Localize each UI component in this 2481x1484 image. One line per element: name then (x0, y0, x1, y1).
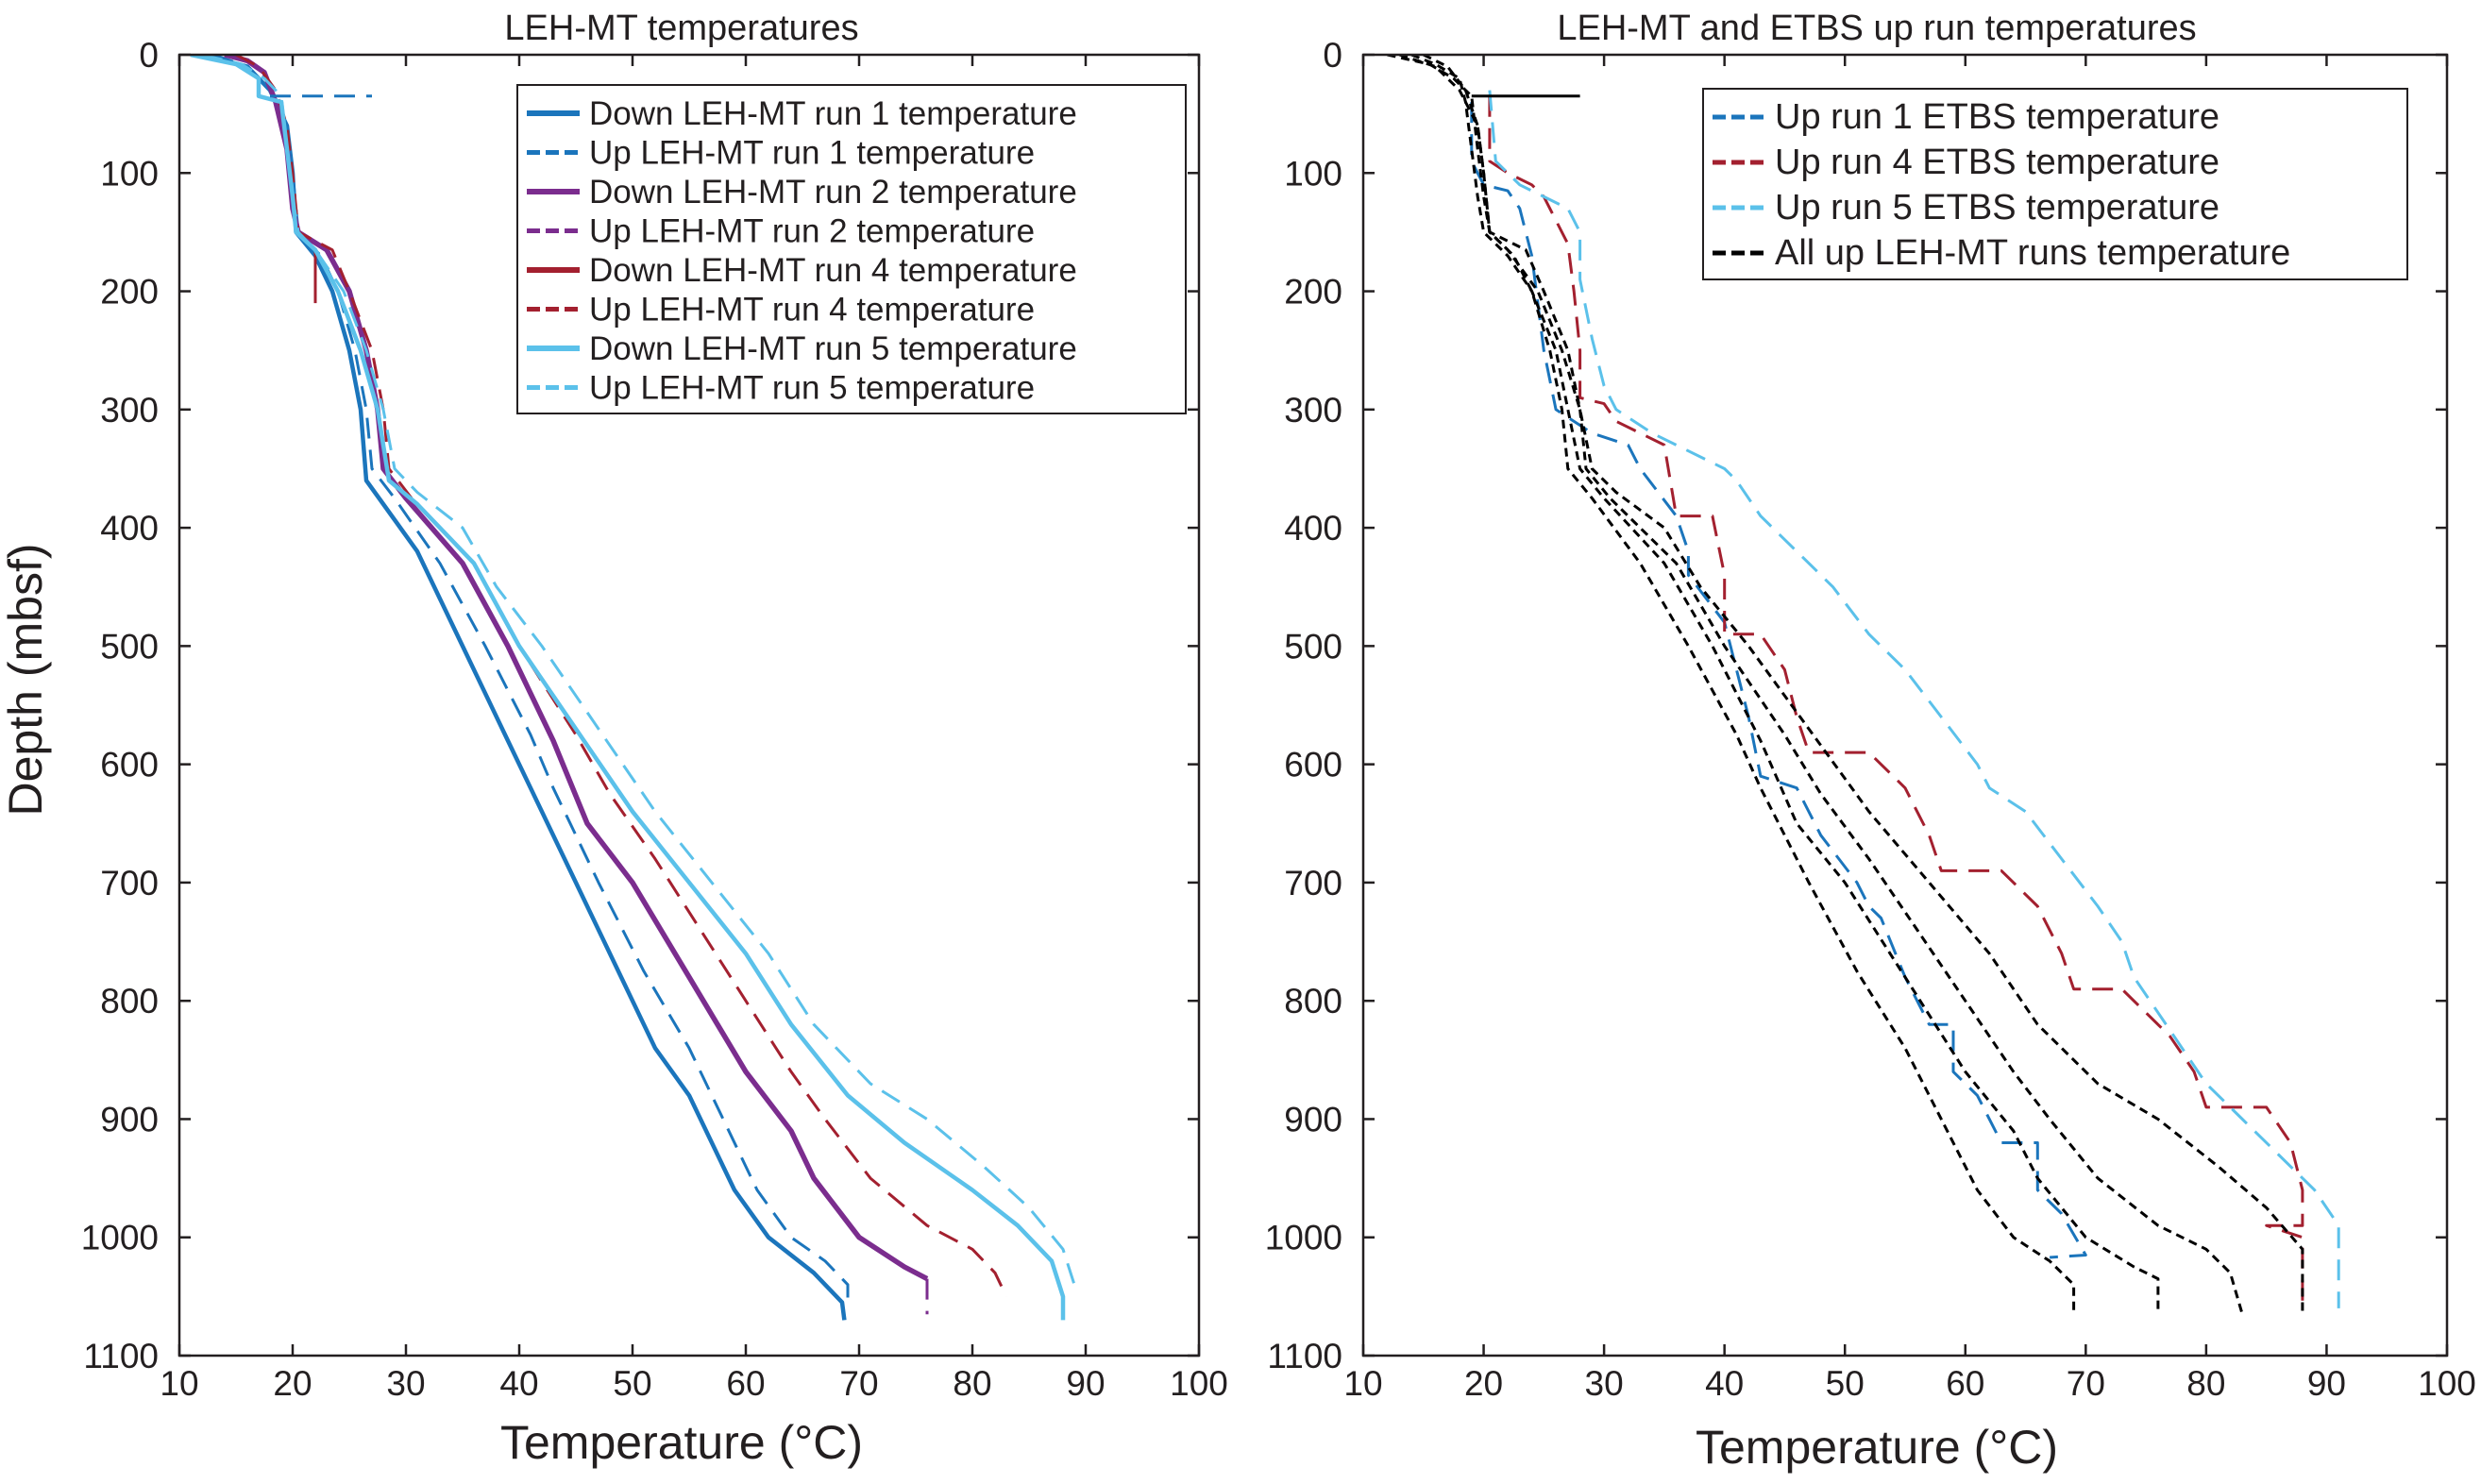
chart-right-x-tick-label-6: 70 (2067, 1364, 2105, 1403)
chart-right-x-tick-label-1: 20 (1464, 1364, 1503, 1403)
chart-left-x-tick-label-6: 70 (839, 1364, 878, 1403)
chart-right-legend-box (1702, 88, 2408, 280)
chart-left-x-tick-label-2: 30 (386, 1364, 425, 1403)
chart-right-x-tick-label-2: 30 (1585, 1364, 1624, 1403)
y-axis-label: Depth (mbsf) (0, 544, 52, 817)
chart-left-y-tick-label-3: 300 (100, 391, 159, 430)
chart-left-title: LEH-MT temperatures (504, 8, 858, 48)
chart-right-legend-label-2: Up run 4 ETBS temperature (1775, 143, 2219, 182)
chart-left-y-tick-label-1: 100 (100, 154, 159, 193)
chart-right-series-line-5 (1398, 55, 2076, 1315)
chart-right: LEH-MT and ETBS up run temperatures 10 20… (1265, 8, 2476, 1474)
chart-right-legend-label-3: Up run 5 ETBS temperature (1775, 188, 2219, 228)
chart-left-y-tick-label-11: 1100 (83, 1337, 159, 1375)
chart-right-y-tick-label-9: 900 (1284, 1100, 1342, 1138)
chart-right-x-tick-label-4: 50 (1826, 1364, 1865, 1403)
chart-left-frame (177, 53, 1201, 1358)
chart-left-legend-label-2: Up LEH-MT run 1 temperature (589, 135, 1035, 172)
chart-right-series-line-6 (1423, 55, 2244, 1315)
chart-right-y-tick-label-2: 200 (1284, 273, 1342, 312)
chart-left-legend-label-7: Down LEH-MT run 5 temperature (589, 330, 1077, 367)
chart-left-ticks: 10 20 30 40 50 60 70 80 90 1000100200300400500600… (81, 36, 1228, 1403)
chart-left-series-line-8 (201, 55, 1076, 1286)
chart-left-x-tick-label-9: 100 (1170, 1364, 1228, 1403)
chart-right-y-tick-label-7: 700 (1284, 864, 1342, 902)
chart-left-x-tick-label-4: 50 (613, 1364, 651, 1403)
chart-left-y-tick-label-0: 0 (139, 36, 159, 75)
chart-left-legend-label-1: Down LEH-MT run 1 temperature (589, 95, 1077, 132)
chart-left: LEH-MT temperatures 10 20 30 40 50 60 70 80 90 10… (81, 8, 1228, 1469)
chart-right-legend-label-1: Up run 1 ETBS temperature (1775, 97, 2219, 137)
chart-left-x-tick-label-3: 40 (499, 1364, 538, 1403)
chart-left-y-tick-label-4: 400 (100, 509, 159, 548)
chart-left-x-tick-label-5: 60 (726, 1364, 765, 1403)
chart-right-series-line-4 (1410, 55, 2160, 1315)
chart-left-y-tick-label-10: 1000 (81, 1219, 159, 1257)
chart-left-x-axis-label: Temperature (°C) (500, 1416, 863, 1469)
chart-left-y-tick-label-5: 500 (100, 627, 159, 666)
chart-left-x-tick-label-7: 80 (953, 1364, 991, 1403)
chart-left-y-tick-label-8: 800 (100, 982, 159, 1020)
chart-right-legend: Up run 1 ETBS temperature Up run 4 ETBS t… (1702, 88, 2408, 280)
chart-left-y-tick-label-6: 600 (100, 746, 159, 784)
chart-right-legend-label-4: All up LEH-MT runs temperature (1775, 233, 2290, 273)
chart-right-title: LEH-MT and ETBS up run temperatures (1557, 8, 2196, 48)
chart-left-series-line-2 (212, 55, 850, 1303)
chart-left-legend-label-5: Down LEH-MT run 4 temperature (589, 252, 1077, 289)
chart-right-x-tick-label-7: 80 (2186, 1364, 2225, 1403)
chart-left-legend-box (516, 84, 1187, 414)
chart-right-y-tick-label-0: 0 (1323, 36, 1342, 75)
chart-left-legend-label-6: Up LEH-MT run 4 temperature (589, 292, 1035, 329)
chart-right-y-tick-label-11: 1100 (1267, 1337, 1342, 1375)
chart-right-y-tick-label-5: 500 (1284, 627, 1342, 666)
chart-right-x-tick-label-5: 60 (1946, 1364, 1984, 1403)
chart-right-x-axis-label: Temperature (°C) (1696, 1421, 2058, 1474)
chart-right-x-tick-label-0: 10 (1343, 1364, 1382, 1403)
chart-right-y-tick-label-4: 400 (1284, 509, 1342, 548)
chart-right-series (1387, 55, 2340, 1315)
chart-left-legend-label-3: Down LEH-MT run 2 temperature (589, 174, 1077, 211)
chart-right-x-tick-label-9: 100 (2418, 1364, 2476, 1403)
chart-right-y-tick-label-6: 600 (1284, 746, 1342, 784)
chart-left-legend-label-4: Up LEH-MT run 2 temperature (589, 213, 1035, 250)
chart-right-y-tick-label-10: 1000 (1265, 1219, 1342, 1257)
chart-left-y-tick-label-2: 200 (100, 273, 159, 312)
chart-left-x-tick-label-1: 20 (273, 1364, 312, 1403)
chart-right-y-tick-label-3: 300 (1284, 391, 1342, 430)
chart-right-ticks: 10 20 30 40 50 60 70 80 90 1000100200300400500600… (1265, 36, 2476, 1403)
chart-right-x-tick-label-3: 40 (1705, 1364, 1744, 1403)
chart-right-frame (1361, 53, 2449, 1358)
chart-left-y-tick-label-9: 900 (100, 1100, 159, 1138)
chart-left-x-tick-label-0: 10 (160, 1364, 198, 1403)
chart-left-y-tick-label-7: 700 (100, 864, 159, 902)
chart-right-y-tick-label-8: 800 (1284, 982, 1342, 1020)
chart-left-x-tick-label-8: 90 (1066, 1364, 1105, 1403)
chart-left-series (190, 55, 1076, 1321)
chart-right-x-tick-label-8: 90 (2307, 1364, 2346, 1403)
chart-right-series-line-3 (1488, 90, 2340, 1308)
chart-left-legend-label-8: Up LEH-MT run 5 temperature (589, 370, 1035, 407)
chart-right-y-tick-label-1: 100 (1284, 154, 1342, 193)
chart-left-series-line-7 (190, 55, 1066, 1321)
